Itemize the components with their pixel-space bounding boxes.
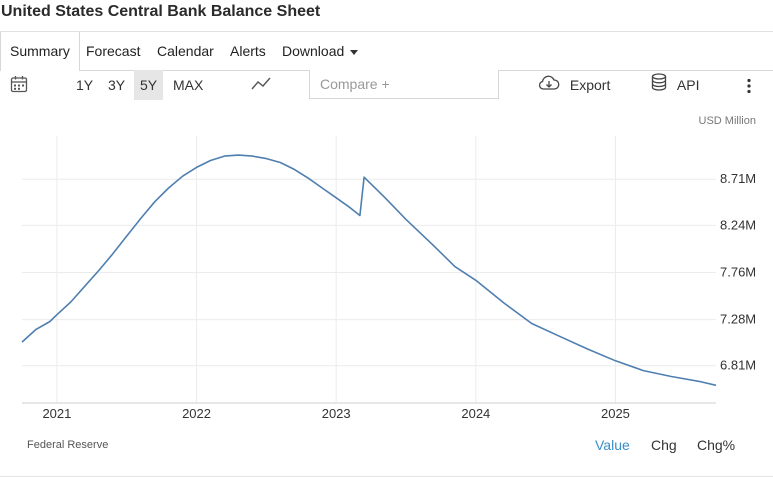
- compare-input[interactable]: [309, 70, 499, 99]
- chart-toolbar: 1Y 3Y 5Y MAX Export API: [0, 70, 773, 102]
- x-axis-labels: 2021 2022 2023 2024 2025: [42, 406, 629, 421]
- tab-download[interactable]: Download: [282, 32, 359, 70]
- y-axis-labels: 6.81M 7.28M 7.76M 8.24M 8.71M: [720, 171, 756, 373]
- source-label: Federal Reserve: [27, 439, 109, 451]
- caret-down-icon: [350, 49, 359, 55]
- y-tick-label: 8.24M: [720, 217, 756, 232]
- vertical-grid: [56, 136, 616, 403]
- x-tick-label: 2025: [601, 406, 630, 421]
- tab-summary[interactable]: Summary: [0, 32, 80, 71]
- chg-percent-tab[interactable]: Chg%: [697, 437, 736, 453]
- range-max-button[interactable]: MAX: [173, 77, 204, 93]
- cloud-download-icon: [538, 71, 560, 101]
- unit-label: USD Million: [699, 115, 756, 127]
- tab-forecast[interactable]: Forecast: [86, 43, 141, 59]
- x-tick-label: 2022: [182, 406, 211, 421]
- export-label: Export: [569, 77, 611, 93]
- x-tick-label: 2021: [42, 406, 71, 421]
- range-5y-button[interactable]: 5Y: [134, 70, 164, 100]
- tab-bar: Summary Forecast Calendar Alerts Downloa…: [0, 31, 773, 71]
- tab-calendar[interactable]: Calendar: [157, 43, 214, 59]
- tab-alerts[interactable]: Alerts: [230, 43, 266, 59]
- x-tick-label: 2023: [322, 406, 351, 421]
- line-chart-icon[interactable]: [251, 76, 271, 94]
- database-icon: [651, 71, 667, 101]
- export-button[interactable]: Export: [538, 70, 610, 100]
- balance-sheet-chart: USD Million 6.81M 7.28M 7.76M 8.24M 8.71M 20…: [21, 115, 756, 421]
- y-tick-label: 7.76M: [720, 264, 756, 279]
- api-label: API: [676, 77, 700, 93]
- x-tick-label: 2024: [461, 406, 490, 421]
- range-1y-button[interactable]: 1Y: [76, 77, 94, 93]
- horizontal-grid: [22, 178, 716, 367]
- api-button[interactable]: API: [651, 70, 699, 100]
- footer-divider: [0, 476, 773, 477]
- more-vertical-icon[interactable]: [744, 78, 754, 94]
- y-tick-label: 8.71M: [720, 171, 756, 186]
- range-3y-button[interactable]: 3Y: [108, 77, 126, 93]
- y-tick-label: 7.28M: [720, 312, 756, 327]
- y-tick-label: 6.81M: [720, 358, 756, 373]
- chg-tab[interactable]: Chg: [651, 437, 677, 453]
- calendar-icon[interactable]: [10, 75, 28, 95]
- value-tab[interactable]: Value: [595, 437, 630, 453]
- tab-download-label: Download: [282, 43, 345, 59]
- series-line[interactable]: [21, 154, 717, 387]
- page-title: United States Central Bank Balance Sheet: [1, 3, 321, 20]
